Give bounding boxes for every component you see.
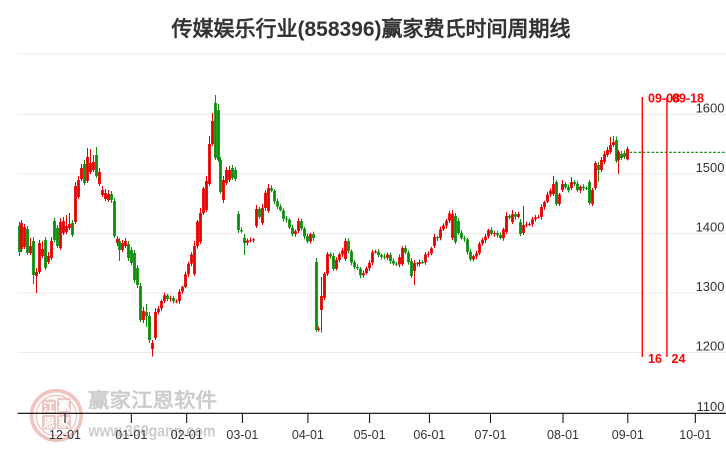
svg-text:09-01: 09-01 [612,428,644,442]
svg-text:赢: 赢 [58,398,70,413]
svg-text:恩: 恩 [43,415,55,430]
svg-text:江: 江 [43,400,55,415]
svg-text:传媒娱乐行业(858396)赢家费氏时间周期线: 传媒娱乐行业(858396)赢家费氏时间周期线 [170,17,570,41]
svg-text:24: 24 [672,352,686,366]
svg-text:1100: 1100 [697,399,725,414]
svg-text:08-01: 08-01 [547,428,579,442]
svg-text:1600: 1600 [696,100,725,115]
svg-text:12-01: 12-01 [49,428,81,442]
svg-text:16: 16 [648,352,662,366]
svg-text:1200: 1200 [696,338,725,353]
svg-text:赢家江恩软件: 赢家江恩软件 [88,388,217,412]
svg-text:家: 家 [58,415,71,430]
svg-text:05-01: 05-01 [354,428,386,442]
svg-text:10-01: 10-01 [679,428,711,442]
svg-text:09-18: 09-18 [672,92,704,106]
svg-text:01-01: 01-01 [115,428,147,442]
svg-text:07-01: 07-01 [475,428,507,442]
svg-text:03-01: 03-01 [226,428,258,442]
svg-text:1400: 1400 [696,219,725,234]
svg-text:09-08: 09-08 [648,92,680,106]
svg-text:06-01: 06-01 [413,428,445,442]
svg-text:www.360gann.com: www.360gann.com [88,422,216,441]
svg-text:1500: 1500 [696,160,725,175]
svg-text:04-01: 04-01 [292,428,324,442]
svg-text:1300: 1300 [696,279,725,294]
svg-text:02-01: 02-01 [171,428,203,442]
